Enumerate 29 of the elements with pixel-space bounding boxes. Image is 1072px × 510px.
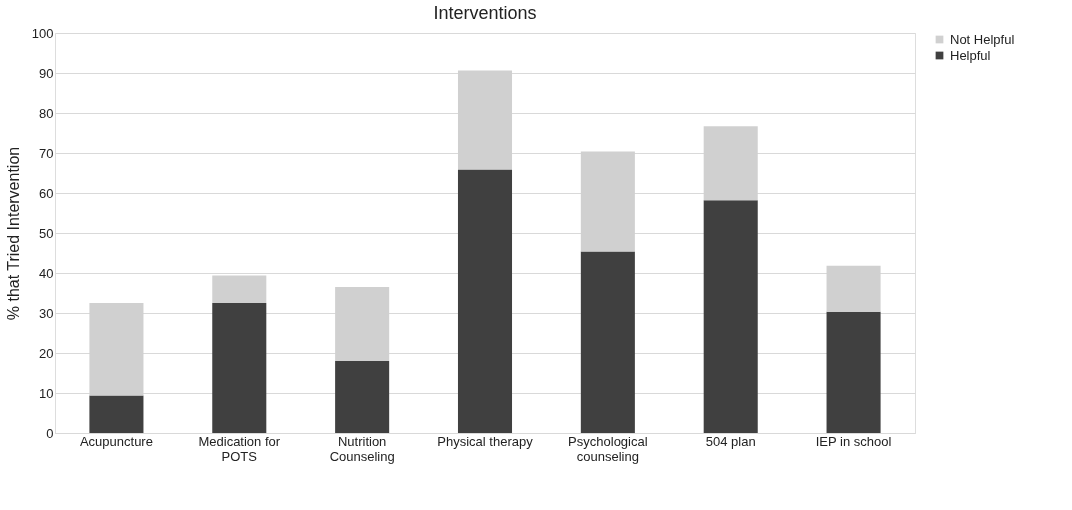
y-tick-label: 90 (39, 65, 54, 81)
y-tick-label: 10 (39, 385, 54, 401)
y-tick-label: 50 (39, 225, 54, 241)
y-tick-label: 70 (39, 145, 54, 161)
y-tick-label: 100 (31, 25, 54, 41)
y-tick-label: 30 (39, 305, 54, 321)
y-tick-label: 40 (39, 265, 54, 281)
x-tick-label: Psychological counseling (568, 433, 648, 464)
y-tick-label: 0 (46, 425, 54, 441)
x-tick-label: Nutrition Counseling (329, 433, 395, 464)
x-tick-label: Acupuncture (79, 433, 153, 449)
bar (212, 303, 267, 433)
x-tick-label: Medication for POTS (198, 433, 281, 464)
bar (457, 169, 513, 433)
bar (335, 361, 390, 433)
y-axis-title: % that Tried Intervention (4, 146, 22, 321)
x-tick-label: 504 plan (705, 433, 756, 449)
y-tick-label: 60 (39, 185, 54, 201)
chart-title: Interventions (433, 3, 537, 23)
legend-label: Not Helpful (950, 31, 1015, 47)
y-tick-label: 20 (39, 345, 54, 361)
bar (703, 200, 758, 433)
x-tick-label: IEP in school (815, 433, 892, 449)
x-tick-label: Physical therapy (437, 433, 534, 449)
bar (826, 311, 881, 433)
bar (89, 395, 144, 433)
bar (580, 251, 635, 433)
y-tick-label: 80 (39, 105, 54, 121)
legend-label: Helpful (950, 47, 991, 63)
